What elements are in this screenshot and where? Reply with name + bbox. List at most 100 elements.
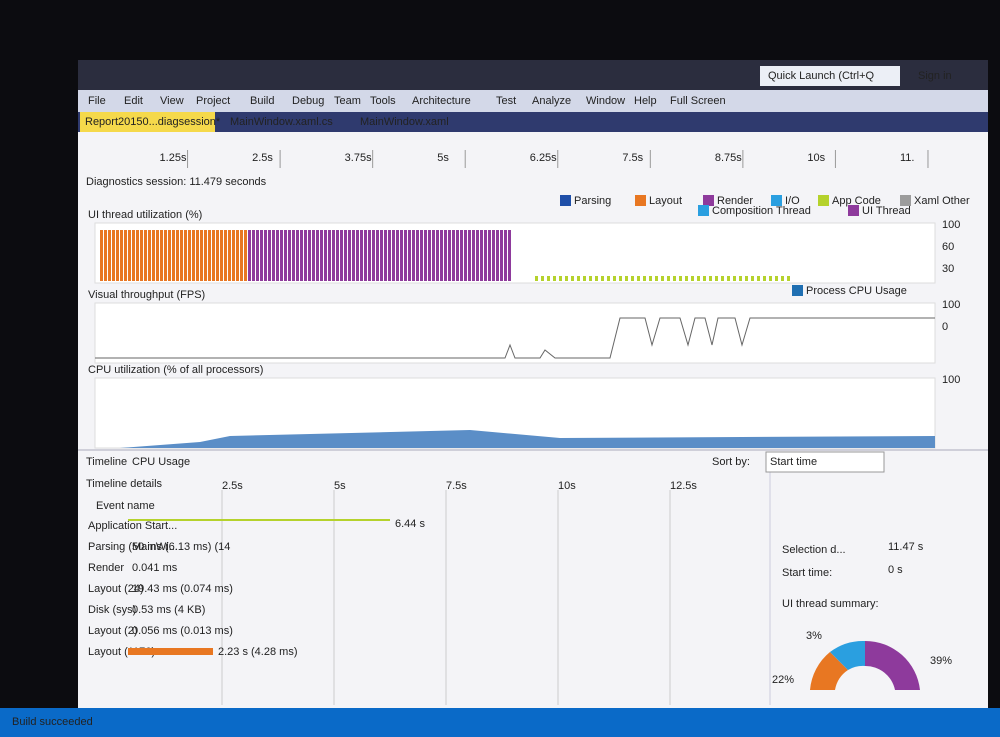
ruler-label: 5s [334, 480, 346, 492]
utilization-stripe [128, 230, 131, 281]
utilization-stripe [272, 230, 275, 281]
utilization-stripe [264, 230, 267, 281]
utilization-stripe [216, 230, 219, 281]
menu-item[interactable]: Project [196, 95, 230, 107]
utilization-stripe [769, 276, 772, 281]
utilization-stripe [136, 230, 139, 281]
ruler-label: 6.25s [530, 152, 557, 164]
event-name[interactable]: Render [88, 562, 124, 574]
utilization-stripe [428, 230, 431, 281]
bottom-tab[interactable]: Timeline [86, 456, 127, 468]
menu-item[interactable]: Build [250, 95, 274, 107]
sort-label: Sort by: [712, 456, 750, 468]
utilization-stripe [763, 276, 766, 281]
event-name[interactable]: Layout (24) [88, 583, 144, 595]
menu-item[interactable]: Full Screen [670, 95, 726, 107]
legend-label: Composition Thread [712, 205, 811, 217]
utilization-stripe [356, 230, 359, 281]
menu-item[interactable]: Window [586, 95, 625, 107]
utilization-stripe [380, 230, 383, 281]
menu-item[interactable]: Edit [124, 95, 143, 107]
quick-launch[interactable]: Quick Launch (Ctrl+Q [768, 70, 875, 82]
utilization-stripe [781, 276, 784, 281]
utilization-stripe [200, 230, 203, 281]
utilization-stripe [697, 276, 700, 281]
summary-title: UI thread summary: [782, 598, 879, 610]
quick-launch-box[interactable] [760, 66, 900, 86]
utilization-stripe [595, 276, 598, 281]
utilization-stripe [745, 276, 748, 281]
event-value: 0.056 ms (0.013 ms) [132, 625, 233, 637]
utilization-stripe [296, 230, 299, 281]
utilization-stripe [727, 276, 730, 281]
sort-dropdown[interactable] [765, 451, 885, 473]
utilization-stripe [328, 230, 331, 281]
ruler-label: 1.25s [160, 152, 187, 164]
menu-item[interactable]: File [88, 95, 106, 107]
utilization-stripe [667, 276, 670, 281]
menu-item[interactable]: Tools [370, 95, 396, 107]
menu-item[interactable]: Debug [292, 95, 324, 107]
legend-swatch [848, 205, 859, 216]
utilization-stripe [212, 230, 215, 281]
utilization-stripe [721, 276, 724, 281]
utilization-stripe [360, 230, 363, 281]
utilization-stripe [124, 230, 127, 281]
sign-in[interactable]: Sign in [918, 70, 952, 82]
utilization-stripe [775, 276, 778, 281]
utilization-stripe [244, 230, 247, 281]
utilization-stripe [284, 230, 287, 281]
tab[interactable]: Report20150...diagsession* [85, 116, 221, 128]
utilization-stripe [388, 230, 391, 281]
utilization-stripe [619, 276, 622, 281]
menu-item[interactable]: View [160, 95, 184, 107]
utilization-stripe [464, 230, 467, 281]
utilization-stripe [541, 276, 544, 281]
utilization-stripe [488, 230, 491, 281]
ruler-label: 2.5s [222, 480, 243, 492]
utilization-stripe [547, 276, 550, 281]
utilization-stripe [228, 230, 231, 281]
event-value: 0.041 ms [132, 562, 178, 574]
event-value: 19.43 ms (0.074 ms) [132, 583, 233, 595]
utilization-stripe [715, 276, 718, 281]
event-name[interactable]: Disk (sys) [88, 604, 136, 616]
axis-label: 100 [942, 374, 960, 386]
event-name[interactable]: Parsing (MainWi... [88, 541, 178, 553]
utilization-stripe [607, 276, 610, 281]
utilization-stripe [120, 230, 123, 281]
menu-item[interactable]: Architecture [412, 95, 471, 107]
legend-swatch [560, 195, 571, 206]
axis-label: 60 [942, 241, 954, 253]
selection-label: Selection d... [782, 544, 846, 556]
utilization-stripe [637, 276, 640, 281]
event-name[interactable]: Application Start... [88, 520, 177, 532]
sort-value[interactable]: Start time [770, 456, 817, 468]
ruler-label: 8.75s [715, 152, 742, 164]
ruler-label: 2.5s [252, 152, 273, 164]
utilization-stripe [480, 230, 483, 281]
menu-item[interactable]: Help [634, 95, 657, 107]
ruler-label: 10s [558, 480, 576, 492]
utilization-stripe [188, 230, 191, 281]
utilization-stripe [288, 230, 291, 281]
tab[interactable]: MainWindow.xaml [360, 116, 449, 128]
menu-item[interactable]: Test [496, 95, 516, 107]
utilization-stripe [577, 276, 580, 281]
donut-other [830, 640, 865, 670]
utilization-stripe [140, 230, 143, 281]
tab[interactable]: MainWindow.xaml.cs [230, 116, 333, 128]
bottom-tab[interactable]: CPU Usage [132, 456, 190, 468]
utilization-stripe [460, 230, 463, 281]
utilization-stripe [252, 230, 255, 281]
event-name[interactable]: Layout (2) [88, 625, 138, 637]
active-tab[interactable] [80, 112, 215, 132]
utilization-stripe [172, 230, 175, 281]
utilization-stripe [643, 276, 646, 281]
menu-item[interactable]: Analyze [532, 95, 571, 107]
utilization-stripe [535, 276, 538, 281]
start-label: Start time: [782, 567, 832, 579]
menu-item[interactable]: Team [334, 95, 361, 107]
ruler-label: 7.5s [622, 152, 643, 164]
utilization-stripe [448, 230, 451, 281]
